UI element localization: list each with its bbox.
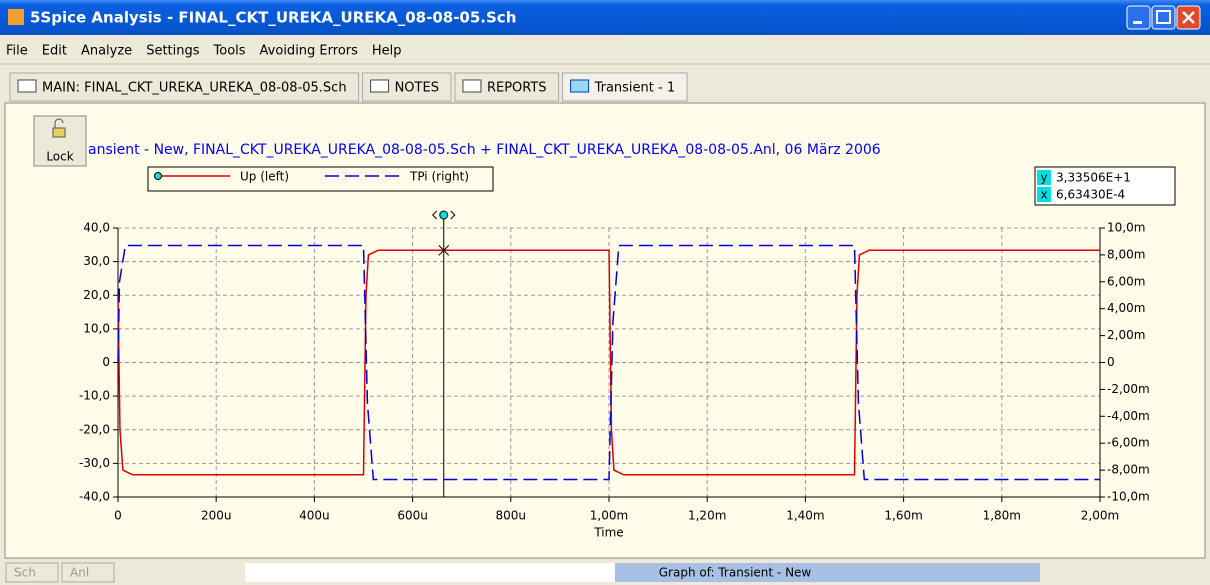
y-tick-label: -20,0 — [79, 422, 110, 436]
menu-item[interactable]: File — [6, 44, 28, 59]
y-tick-label: 20,0 — [83, 288, 110, 302]
close-icon — [1182, 11, 1195, 24]
y-tick-label: -30,0 — [79, 456, 110, 470]
x-tick-label: 1,60m — [884, 509, 922, 523]
tab-icon — [370, 79, 390, 93]
tab-icon — [570, 79, 590, 93]
lock-shackle — [54, 118, 64, 128]
y2-tick-label: 0 — [1107, 355, 1115, 369]
y-tick-label: -40,0 — [79, 490, 110, 504]
x-tick-label: 800u — [496, 509, 527, 523]
readout-name: x — [1040, 188, 1047, 202]
tab[interactable] — [454, 72, 560, 102]
lock-label: Lock — [46, 150, 73, 164]
y-tick-label: 30,0 — [83, 254, 110, 268]
minimize-button[interactable] — [1126, 5, 1151, 30]
x-tick-label: 200u — [201, 509, 232, 523]
plot: 40,0 30,0 20,0 10,0 0 -10,0 -20,0 -30,0 -40,0 10,… — [79, 221, 1150, 523]
series-line — [117, 249, 1100, 476]
readout-name: y — [1040, 171, 1047, 185]
series-line — [117, 244, 1100, 481]
minimize-icon — [1133, 21, 1142, 24]
menu-item[interactable]: Analyze — [81, 44, 132, 59]
anl-button[interactable] — [61, 562, 115, 583]
x-tick-label: 600u — [397, 509, 428, 523]
y2-tick-label: -8,00m — [1107, 463, 1150, 477]
status-graph-panel — [615, 563, 1040, 582]
anl-label: Anl — [70, 566, 89, 580]
tab-label: Transient - 1 — [594, 81, 676, 96]
x-tick-label: 1,80m — [983, 509, 1021, 523]
title-bar — [0, 0, 1210, 35]
readout-tag — [1037, 187, 1051, 202]
tab-label: NOTES — [395, 81, 439, 96]
y2-tick-label: 2,00m — [1107, 328, 1145, 342]
menu-item[interactable]: Settings — [146, 44, 200, 59]
y-tick-label: 10,0 — [83, 321, 110, 335]
x-tick-label: 2,00m — [1081, 509, 1119, 523]
x-tick-label: 1,00m — [590, 509, 628, 523]
graph-title: ansient - New, FINAL_CKT_UREKA_UREKA_08-… — [88, 142, 881, 158]
legend-label: TPi (right) — [409, 170, 469, 184]
readout-x: 6,63430E-4 — [1056, 188, 1125, 202]
app-icon — [8, 9, 24, 25]
status-field — [245, 563, 615, 582]
menu-item[interactable]: Avoiding Errors — [260, 44, 359, 59]
y-tick-label: 40,0 — [83, 221, 110, 235]
tab-icon — [462, 79, 482, 93]
y2-tick-label: 8,00m — [1107, 247, 1145, 261]
cursor-handle[interactable] — [439, 210, 449, 220]
legend-marker — [154, 172, 162, 180]
cursor-crosshair — [438, 245, 450, 256]
tab-label: REPORTS — [487, 81, 547, 96]
x-tick-label: 400u — [299, 509, 330, 523]
x-tick-label: 1,20m — [688, 509, 726, 523]
readout-y: 3,33506E+1 — [1056, 171, 1131, 185]
legend — [147, 166, 494, 192]
readout-tag — [1037, 170, 1051, 185]
y2-tick-label: -2,00m — [1107, 382, 1150, 396]
sch-label: Sch — [14, 566, 36, 580]
legend-label: Up (left) — [240, 170, 289, 184]
tab-bar: MAIN: FINAL_CKT_UREKA_UREKA_08-08-05.Sch… — [9, 72, 688, 102]
status-graph: Graph of: Transient - New — [659, 566, 812, 580]
sch-button[interactable] — [5, 562, 59, 583]
y-tick-label: -10,0 — [79, 389, 110, 403]
y2-tick-label: 4,00m — [1107, 301, 1145, 315]
y2-tick-label: -6,00m — [1107, 436, 1150, 450]
lock-button[interactable] — [33, 115, 87, 167]
menu-item[interactable]: Help — [372, 44, 402, 59]
cursor-arrows — [432, 210, 456, 220]
x-tick-label: 0 — [114, 509, 122, 523]
tab[interactable] — [9, 72, 360, 102]
maximize-icon — [1156, 10, 1171, 24]
y2-tick-label: -4,00m — [1107, 409, 1150, 423]
y2-tick-label: -10,0m — [1107, 490, 1150, 504]
window-title: 5Spice Analysis - FINAL_CKT_UREKA_UREKA_… — [30, 9, 516, 27]
tab-label: MAIN: FINAL_CKT_UREKA_UREKA_08-08-05.Sch — [42, 81, 347, 96]
y2-tick-label: 6,00m — [1107, 274, 1145, 288]
y2-tick-label: 10,0m — [1107, 221, 1145, 235]
x-axis-label: Time — [593, 526, 623, 540]
tab-icon — [17, 79, 37, 93]
cursor-readout — [1034, 166, 1176, 206]
lock-icon — [52, 127, 66, 138]
maximize-button[interactable] — [1151, 5, 1176, 30]
menu-item[interactable]: Edit — [42, 44, 67, 59]
menu-item[interactable]: Tools — [213, 44, 246, 59]
menu-bar: File Edit Analyze Settings Tools Avoiding Err… — [6, 44, 402, 59]
y-tick-label: 0 — [102, 355, 110, 369]
x-tick-label: 1,40m — [786, 509, 824, 523]
